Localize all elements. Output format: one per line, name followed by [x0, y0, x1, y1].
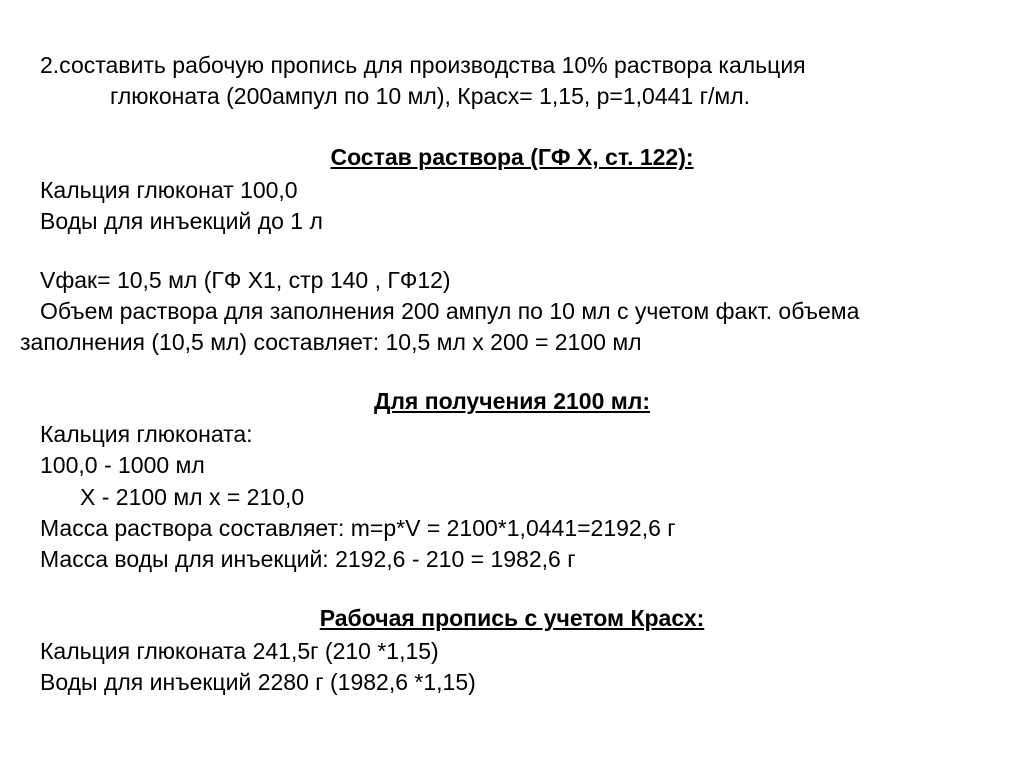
- section2-line3: Х - 2100 мл х = 210,0: [20, 482, 1004, 513]
- calc1-line3: заполнения (10,5 мл) составляет: 10,5 мл…: [20, 327, 1004, 358]
- section2-heading: Для получения 2100 мл:: [20, 386, 1004, 417]
- task-line-1: 2.составить рабочую пропись для производ…: [20, 50, 1004, 81]
- section2-line5: Масса воды для инъекций: 2192,6 - 210 = …: [20, 544, 1004, 575]
- section1-line2: Воды для инъекций до 1 л: [20, 206, 1004, 237]
- section3-heading: Рабочая пропись с учетом Красх:: [20, 603, 1004, 634]
- calc1-line2: Объем раствора для заполнения 200 ампул …: [20, 296, 1004, 327]
- section2-line1: Кальция глюконата:: [20, 419, 1004, 450]
- document-page: 2.составить рабочую пропись для производ…: [0, 0, 1024, 718]
- section3-line2: Воды для инъекций 2280 г (1982,6 *1,15): [20, 667, 1004, 698]
- calc1-line1: Vфак= 10,5 мл (ГФ Х1, стр 140 , ГФ12): [20, 265, 1004, 296]
- section2-line2: 100,0 - 1000 мл: [20, 450, 1004, 481]
- task-line-2: глюконата (200ампул по 10 мл), Красх= 1,…: [20, 81, 1004, 112]
- spacer: [20, 575, 1004, 603]
- spacer: [20, 358, 1004, 386]
- spacer: [20, 237, 1004, 265]
- section3-line1: Кальция глюконата 241,5г (210 *1,15): [20, 636, 1004, 667]
- section1-heading: Состав раствора (ГФ Х, ст. 122):: [20, 142, 1004, 173]
- section2-line4: Масса раствора составляет: m=p*V = 2100*…: [20, 513, 1004, 544]
- section1-line1: Кальция глюконат 100,0: [20, 175, 1004, 206]
